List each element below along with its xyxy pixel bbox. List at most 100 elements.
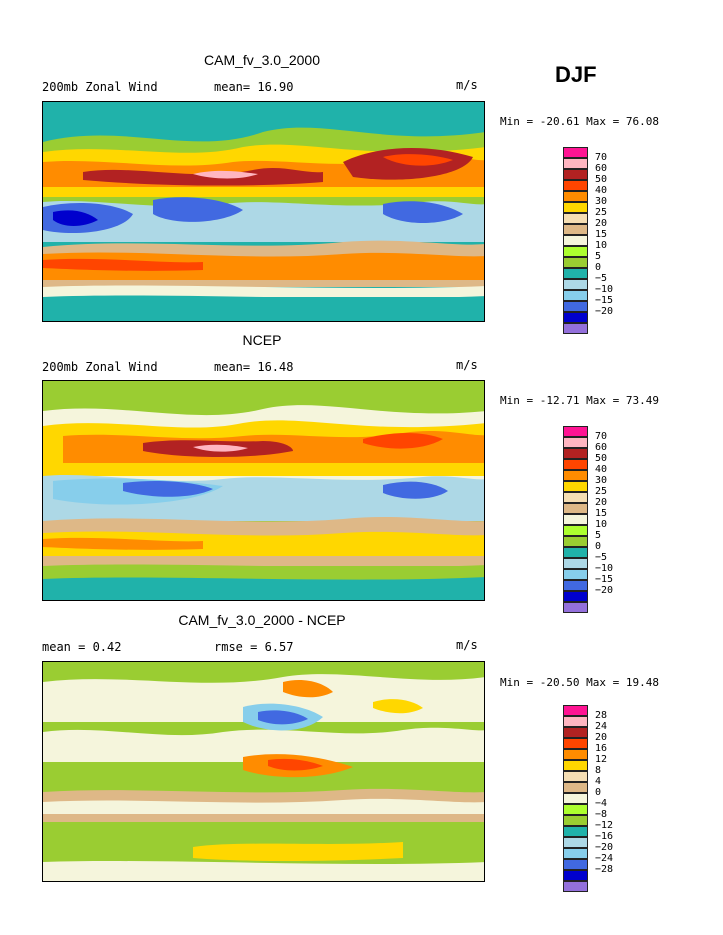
panel2-color-swatch [563, 470, 588, 481]
panel1-color-swatch [563, 290, 588, 301]
panel1-color-swatch [563, 235, 588, 246]
panel3-color-swatch [563, 716, 588, 727]
panel1-color-swatch [563, 257, 588, 268]
panel2-colorbar-label: −15 [595, 574, 614, 585]
panel1-colorbar-label: 0 [595, 262, 602, 273]
panel3-color-swatch [563, 771, 588, 782]
panel3-colorbar-label: −12 [595, 820, 614, 831]
panel3-contour-field [43, 662, 484, 881]
panel1-contour-field [43, 102, 484, 321]
panel1-color-swatch [563, 301, 588, 312]
panel1-color-swatch [563, 213, 588, 224]
panel3-color-swatch [563, 705, 588, 716]
panel2-color-swatch [563, 426, 588, 437]
panel3-color-swatch [563, 859, 588, 870]
panel3-colorbar-label: −24 [595, 853, 614, 864]
panel1-map [42, 101, 485, 322]
panel3-color-swatch [563, 881, 588, 892]
panel3-colorbar-label: 4 [595, 776, 602, 787]
panel1-colorbar-label: 25 [595, 207, 608, 218]
panel3-minmax: Min = -20.50 Max = 19.48 [500, 676, 659, 689]
panel2-units: m/s [456, 358, 478, 372]
panel2-colorbar-label: 50 [595, 453, 608, 464]
panel1-colorbar-label: 40 [595, 185, 608, 196]
panel2-color-swatch [563, 569, 588, 580]
panel3-color-swatch [563, 793, 588, 804]
panel3-color-swatch [563, 738, 588, 749]
panel3-color-swatch [563, 870, 588, 881]
panel1-colorbar-label: −5 [595, 273, 608, 284]
panel1-colorbar-label: 50 [595, 174, 608, 185]
panel1-color-swatch [563, 202, 588, 213]
panel2-color-swatch [563, 547, 588, 558]
panel2-colorbar-label: 70 [595, 431, 608, 442]
panel3-colorbar-label: −20 [595, 842, 614, 853]
panel2-contour-field [43, 381, 484, 600]
panel3-colorbar-label: −4 [595, 798, 608, 809]
panel1-color-swatch [563, 268, 588, 279]
panel2-colorbar-label: 0 [595, 541, 602, 552]
panel1-color-swatch [563, 246, 588, 257]
panel2-color-swatch [563, 492, 588, 503]
panel2-colorbar-label: −10 [595, 563, 614, 574]
panel2-color-swatch [563, 459, 588, 470]
panel3-units: m/s [456, 638, 478, 652]
panel1-colorbar-label: −10 [595, 284, 614, 295]
panel1-color-swatch [563, 323, 588, 334]
panel3-color-swatch [563, 760, 588, 771]
panel3-color-swatch [563, 826, 588, 837]
panel1-colorbar-label: −15 [595, 295, 614, 306]
panel3-color-swatch [563, 837, 588, 848]
panel2-color-swatch [563, 437, 588, 448]
panel3-mean-label: mean = 0.42 [42, 640, 122, 654]
panel2-colorbar-label: 60 [595, 442, 608, 453]
panel1-mean-label: mean= 16.90 [214, 80, 294, 94]
panel2-color-swatch [563, 503, 588, 514]
panel1-colorbar-label: 5 [595, 251, 602, 262]
panel2-colorbar-label: 20 [595, 497, 608, 508]
panel3-colorbar-label: −16 [595, 831, 614, 842]
panel3-color-swatch [563, 782, 588, 793]
panel1-colorbar-label: 30 [595, 196, 608, 207]
panel3-colorbar-label: 0 [595, 787, 602, 798]
panel2-title: NCEP [242, 332, 282, 348]
panel1-color-swatch [563, 312, 588, 323]
panel1-color-swatch [563, 224, 588, 235]
panel2-colorbar-label: 30 [595, 475, 608, 486]
panel1-color-swatch [563, 180, 588, 191]
panel2-colorbar-label: −20 [595, 585, 614, 596]
panel1-title: CAM_fv_3.0_2000 [204, 52, 320, 68]
panel3-colorbar-label: −8 [595, 809, 608, 820]
panel1-color-swatch [563, 169, 588, 180]
panel3-color-swatch [563, 804, 588, 815]
panel3-colorbar-label: 24 [595, 721, 608, 732]
panel2-minmax: Min = -12.71 Max = 73.49 [500, 394, 659, 407]
panel1-colorbar-label: −20 [595, 306, 614, 317]
panel2-color-swatch [563, 580, 588, 591]
panel3-colorbar-label: 12 [595, 754, 608, 765]
panel3-colorbar-label: 28 [595, 710, 608, 721]
panel1-color-swatch [563, 147, 588, 158]
panel1-color-swatch [563, 191, 588, 202]
panel2-color-swatch [563, 591, 588, 602]
panel1-color-swatch [563, 279, 588, 290]
panel3-color-swatch [563, 727, 588, 738]
panel3-rmse-label: rmse = 6.57 [214, 640, 294, 654]
panel2-map [42, 380, 485, 601]
panel2-colorbar-label: 25 [595, 486, 608, 497]
panel3-colorbar-label: −28 [595, 864, 614, 875]
panel3-color-swatch [563, 815, 588, 826]
season-label: DJF [555, 62, 597, 87]
panel2-color-swatch [563, 536, 588, 547]
panel3-colorbar-label: 16 [595, 743, 608, 754]
panel2-color-swatch [563, 448, 588, 459]
panel3-color-swatch [563, 848, 588, 859]
panel2-colorbar-label: 15 [595, 508, 608, 519]
panel1-minmax: Min = -20.61 Max = 76.08 [500, 115, 659, 128]
panel2-variable-label: 200mb Zonal Wind [42, 360, 158, 374]
panel1-colorbar-label: 60 [595, 163, 608, 174]
panel3-title: CAM_fv_3.0_2000 - NCEP [178, 612, 346, 628]
panel3-colorbar-label: 20 [595, 732, 608, 743]
panel2-color-swatch [563, 525, 588, 536]
panel3-map [42, 661, 485, 882]
